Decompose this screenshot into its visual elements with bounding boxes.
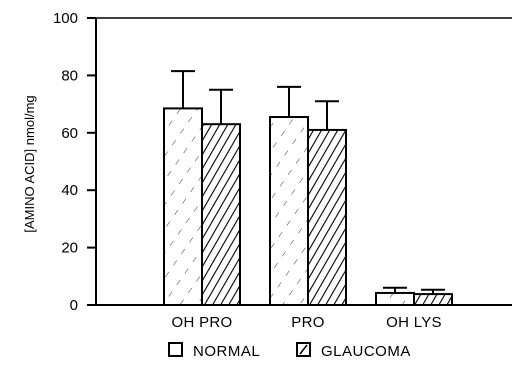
y-tick-labels: 0 20 40 60 80 100 — [53, 10, 78, 314]
bar-normal-2 — [375, 291, 415, 307]
category-label: OH PRO — [172, 314, 233, 331]
y-tick-label: 40 — [61, 182, 78, 199]
bar-normal-1 — [269, 116, 309, 306]
legend-swatch-glaucoma-hatch — [299, 344, 308, 355]
legend: NORMAL GLAUCOMA — [168, 342, 411, 360]
y-tick-label: 100 — [53, 10, 78, 27]
y-tick-label: 80 — [61, 67, 78, 84]
category-labels: OH PRO PRO OH LYS — [172, 314, 442, 331]
category-label: PRO — [291, 314, 324, 331]
error-bars — [171, 70, 445, 295]
y-tick-label: 60 — [61, 125, 78, 142]
bars — [163, 107, 453, 307]
bar-normal-0 — [163, 107, 203, 306]
bar-glaucoma-0 — [201, 123, 241, 306]
y-ticks — [87, 17, 96, 306]
y-axis-label: [AMINO ACID] nmol/mg — [22, 95, 37, 232]
legend-label-glaucoma: GLAUCOMA — [321, 343, 411, 360]
category-label: OH LYS — [386, 314, 442, 331]
bar-glaucoma-2 — [413, 293, 453, 306]
y-tick-label: 0 — [70, 297, 78, 314]
legend-swatch-normal — [168, 342, 183, 357]
y-tick-label: 20 — [61, 240, 78, 257]
legend-label-normal: NORMAL — [193, 343, 260, 360]
bar-glaucoma-1 — [307, 128, 347, 306]
